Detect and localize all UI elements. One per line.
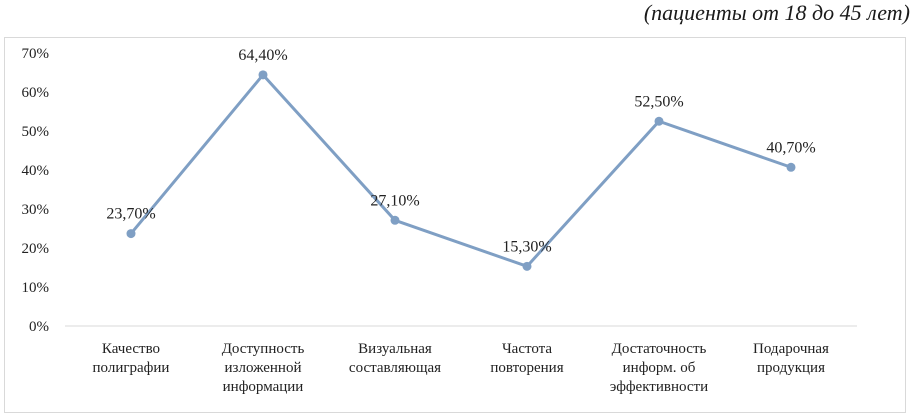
data-point: [126, 229, 136, 239]
x-tick-label: Достаточность информ. об эффективности: [610, 341, 708, 395]
data-point: [258, 70, 268, 80]
data-label: 64,40%: [238, 47, 287, 64]
y-tick-label: 30%: [22, 202, 50, 218]
y-tick-label: 0%: [29, 319, 49, 335]
x-tick-label: Визуальная составляющая: [349, 341, 441, 376]
y-tick-label: 60%: [22, 85, 50, 101]
y-axis-ticks: 0% 10% 20% 30% 40% 50% 60% 70%: [22, 46, 50, 335]
data-points: [126, 70, 796, 271]
x-tick-label: Подарочная продукция: [753, 341, 829, 376]
data-point: [390, 215, 400, 225]
series-line: [129, 73, 792, 268]
y-tick-label: 20%: [22, 241, 50, 257]
data-labels: 23,70% 64,40% 27,10% 15,30% 52,50% 40,70%: [106, 47, 815, 255]
y-tick-label: 10%: [22, 280, 50, 296]
chart-frame: 0% 10% 20% 30% 40% 50% 60% 70% Качество полиграф…: [4, 37, 906, 413]
data-label: 27,10%: [370, 192, 419, 209]
data-label: 15,30%: [502, 238, 551, 255]
data-point: [786, 162, 796, 172]
chart-caption: (пациенты от 18 до 45 лет): [643, 0, 910, 25]
x-tick-label: Доступность изложенной информации: [222, 341, 305, 395]
data-point: [654, 116, 664, 126]
y-tick-label: 40%: [22, 163, 50, 179]
line-chart: 0% 10% 20% 30% 40% 50% 60% 70% Качество полиграф…: [22, 46, 857, 395]
y-tick-label: 70%: [22, 46, 50, 62]
data-label: 52,50%: [634, 93, 683, 110]
data-label: 23,70%: [106, 206, 155, 223]
y-tick-label: 50%: [22, 124, 50, 140]
x-tick-label: Частота повторения: [490, 341, 563, 376]
x-tick-label: Качество полиграфии: [93, 341, 170, 376]
data-point: [522, 261, 532, 271]
x-axis-labels: Качество полиграфии Доступность изложенной и…: [93, 341, 830, 395]
data-label: 40,70%: [766, 139, 815, 156]
